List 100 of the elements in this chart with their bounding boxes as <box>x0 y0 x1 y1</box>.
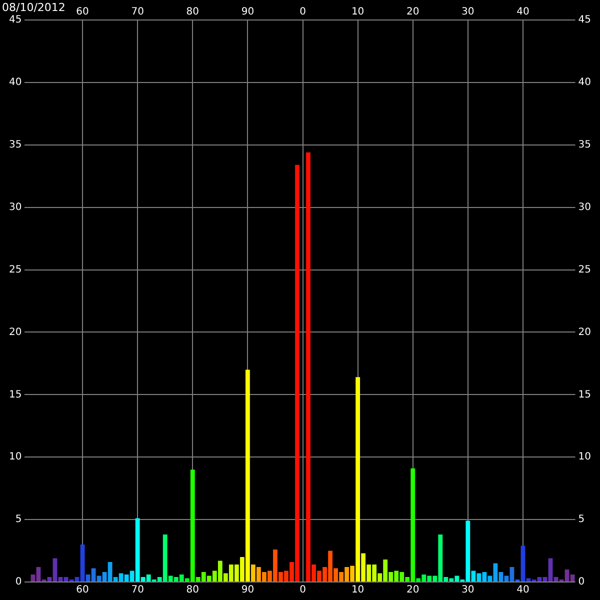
y-tick-label: 40 <box>8 77 22 88</box>
category-label: 10 <box>351 584 364 596</box>
category-label: 30 <box>462 584 474 596</box>
bar <box>102 572 107 582</box>
y2-tick-label: 40 <box>578 77 592 88</box>
bar <box>190 470 195 582</box>
bar <box>449 578 454 582</box>
bar <box>206 576 212 582</box>
bar <box>74 577 80 582</box>
y-tick-label: 5 <box>15 514 22 526</box>
bar <box>80 544 85 582</box>
y-tick-label: 25 <box>8 264 22 276</box>
bar <box>476 573 482 582</box>
bar <box>361 553 366 582</box>
bar <box>290 562 294 582</box>
bar <box>268 570 272 582</box>
bar <box>96 576 102 582</box>
bar <box>273 550 278 582</box>
x-tick-label: 40 <box>516 6 530 18</box>
bar <box>162 534 168 582</box>
bar <box>278 572 283 582</box>
bar <box>196 577 200 582</box>
bar <box>317 570 322 582</box>
y2-tick-label: 5 <box>578 514 585 526</box>
y-tick-label: 45 <box>8 14 22 26</box>
bar <box>366 564 372 582</box>
bar <box>471 570 476 582</box>
category-label: 90 <box>241 584 254 596</box>
bar <box>240 557 244 582</box>
y2-tick-label: 0 <box>578 576 585 588</box>
bar <box>498 572 504 582</box>
bar <box>113 577 118 582</box>
bar <box>140 577 146 582</box>
y2-tick-label: 20 <box>578 326 592 338</box>
bar <box>394 570 399 582</box>
bar <box>493 563 498 582</box>
bar <box>234 564 239 582</box>
bar <box>454 576 460 582</box>
y-tick-label: 10 <box>8 452 22 463</box>
y-tick-label: 30 <box>8 202 22 213</box>
bar <box>322 567 327 582</box>
bar <box>223 573 228 582</box>
bar <box>306 152 310 582</box>
bar <box>432 576 438 582</box>
bar <box>130 570 134 582</box>
bar <box>146 574 151 582</box>
bar <box>444 577 448 582</box>
y-tick-label: 0 <box>15 576 22 588</box>
y2-tick-label: 15 <box>578 389 592 400</box>
bar <box>284 570 288 582</box>
bar <box>118 573 124 582</box>
bar <box>466 520 470 582</box>
category-label: 80 <box>186 584 200 596</box>
bar <box>383 560 388 582</box>
bar <box>422 574 426 582</box>
x-tick-label: 80 <box>186 6 200 18</box>
bar <box>482 572 487 582</box>
bar <box>135 518 140 582</box>
category-label: 0 <box>300 584 306 596</box>
bar <box>356 377 360 582</box>
bar <box>427 576 432 582</box>
bar <box>174 577 178 582</box>
bar <box>179 574 184 582</box>
x-tick-label: 10 <box>351 6 364 18</box>
bar <box>328 550 332 582</box>
bar <box>157 577 162 582</box>
bar <box>245 370 250 582</box>
bar <box>488 576 492 582</box>
y2-tick-label: 25 <box>578 264 592 276</box>
bar <box>388 572 394 582</box>
x-tick-label: 20 <box>406 6 420 18</box>
bar <box>256 567 261 582</box>
category-label: 40 <box>516 584 530 596</box>
bar <box>108 562 112 582</box>
x-tick-label: 60 <box>76 6 89 18</box>
bar <box>212 570 217 582</box>
bar <box>124 574 129 582</box>
bar <box>312 564 316 582</box>
bar <box>201 572 206 582</box>
bar <box>168 576 173 582</box>
bar <box>416 578 421 582</box>
bar <box>339 572 344 582</box>
bar <box>410 468 416 582</box>
bar <box>228 564 234 582</box>
bar <box>295 164 300 582</box>
bar <box>218 560 222 582</box>
category-label: 70 <box>131 584 144 596</box>
bar <box>262 572 266 582</box>
bar <box>510 567 514 582</box>
bar <box>344 567 349 582</box>
y-tick-label: 15 <box>8 389 22 400</box>
bar <box>251 564 256 582</box>
y-tick-label: 35 <box>8 139 22 150</box>
x-tick-label: 90 <box>241 6 254 18</box>
bar <box>350 566 355 582</box>
y2-tick-label: 45 <box>578 14 592 26</box>
bar <box>378 573 382 582</box>
bar <box>372 564 377 582</box>
y2-tick-label: 30 <box>578 202 592 213</box>
bar <box>184 578 190 582</box>
